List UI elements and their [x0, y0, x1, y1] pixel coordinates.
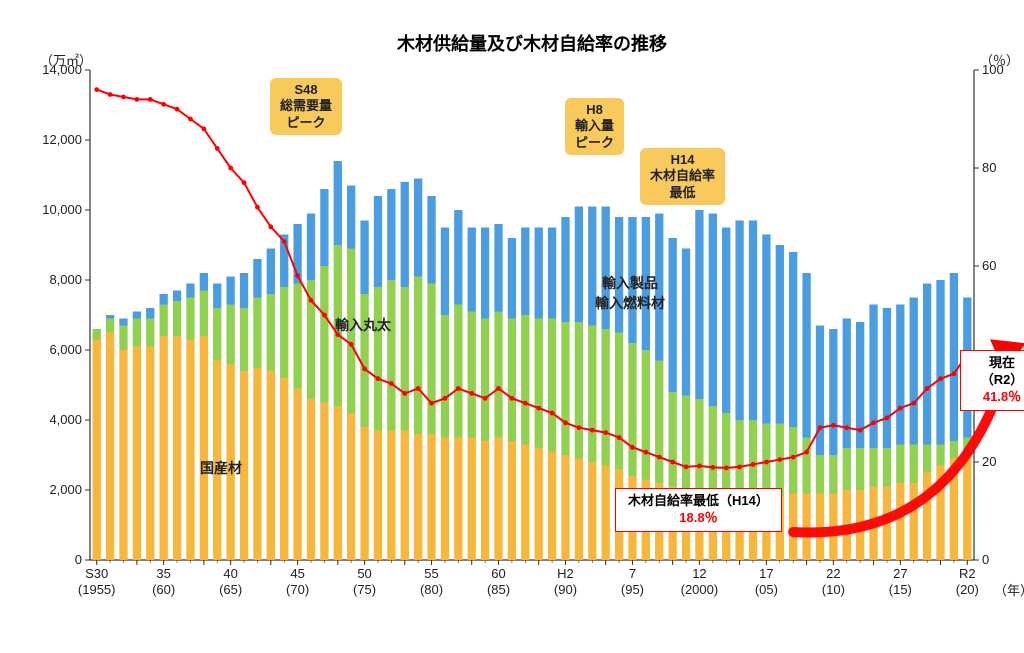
- chart-container: 木材供給量及び木材自給率の推移 （万㎡） （％） 木材自給率 （年） 02,00…: [20, 20, 1024, 633]
- svg-text:S30: S30: [85, 566, 108, 581]
- svg-text:2,000: 2,000: [49, 482, 82, 497]
- svg-text:17: 17: [759, 566, 773, 581]
- svg-text:H2: H2: [557, 566, 574, 581]
- svg-text:(70): (70): [286, 582, 309, 597]
- svg-text:0: 0: [982, 552, 989, 567]
- svg-text:12: 12: [692, 566, 706, 581]
- svg-text:(05): (05): [755, 582, 778, 597]
- info-box-min: 木材自給率最低（H14） 18.8％: [615, 488, 782, 532]
- svg-text:(75): (75): [353, 582, 376, 597]
- y-right-unit: （％）: [980, 50, 1019, 69]
- svg-text:7: 7: [629, 566, 636, 581]
- info-box-min-title: 木材自給率最低（H14）: [628, 493, 769, 508]
- svg-text:55: 55: [424, 566, 438, 581]
- svg-text:(90): (90): [554, 582, 577, 597]
- svg-text:(95): (95): [621, 582, 644, 597]
- svg-text:8,000: 8,000: [49, 272, 82, 287]
- svg-text:80: 80: [982, 160, 996, 175]
- svg-text:4,000: 4,000: [49, 412, 82, 427]
- svg-text:60: 60: [982, 258, 996, 273]
- callout-peak-demand: S48 総需要量 ピーク: [270, 78, 342, 135]
- info-box-now-title: 現在（R2）: [981, 355, 1024, 387]
- svg-text:(65): (65): [219, 582, 242, 597]
- svg-text:27: 27: [893, 566, 907, 581]
- svg-text:45: 45: [290, 566, 304, 581]
- svg-text:20: 20: [982, 454, 996, 469]
- svg-text:12,000: 12,000: [42, 132, 82, 147]
- callout-peak-import: H8 輸入量 ピーク: [565, 98, 624, 155]
- callout-min-sufficiency: H14 木材自給率 最低: [640, 148, 725, 205]
- svg-text:(85): (85): [487, 582, 510, 597]
- svg-text:35: 35: [156, 566, 170, 581]
- svg-text:40: 40: [223, 566, 237, 581]
- svg-text:(20): (20): [956, 582, 979, 597]
- label-imported-log: 輸入丸太: [335, 315, 391, 335]
- svg-text:10,000: 10,000: [42, 202, 82, 217]
- chart-svg: 02,0004,0006,0008,00010,00012,00014,0000…: [20, 20, 1024, 633]
- svg-text:(60): (60): [152, 582, 175, 597]
- svg-text:0: 0: [75, 552, 82, 567]
- svg-text:(1955): (1955): [78, 582, 116, 597]
- y-left-unit: （万㎡）: [40, 50, 92, 69]
- svg-text:(80): (80): [420, 582, 443, 597]
- svg-text:60: 60: [491, 566, 505, 581]
- info-box-now-pct: 41.8％: [983, 389, 1021, 404]
- info-box-now: 現在（R2） 41.8％: [960, 350, 1024, 411]
- x-axis-unit: （年）: [994, 580, 1024, 599]
- svg-text:6,000: 6,000: [49, 342, 82, 357]
- label-imported-product: 輸入製品 輸入燃料材: [595, 273, 665, 313]
- svg-text:(10): (10): [822, 582, 845, 597]
- svg-text:(2000): (2000): [681, 582, 719, 597]
- label-domestic: 国産材: [200, 458, 242, 478]
- svg-text:(15): (15): [889, 582, 912, 597]
- svg-text:50: 50: [357, 566, 371, 581]
- chart-title: 木材供給量及び木材自給率の推移: [397, 30, 667, 56]
- info-box-min-pct: 18.8％: [679, 510, 717, 525]
- svg-text:22: 22: [826, 566, 840, 581]
- svg-text:R2: R2: [959, 566, 976, 581]
